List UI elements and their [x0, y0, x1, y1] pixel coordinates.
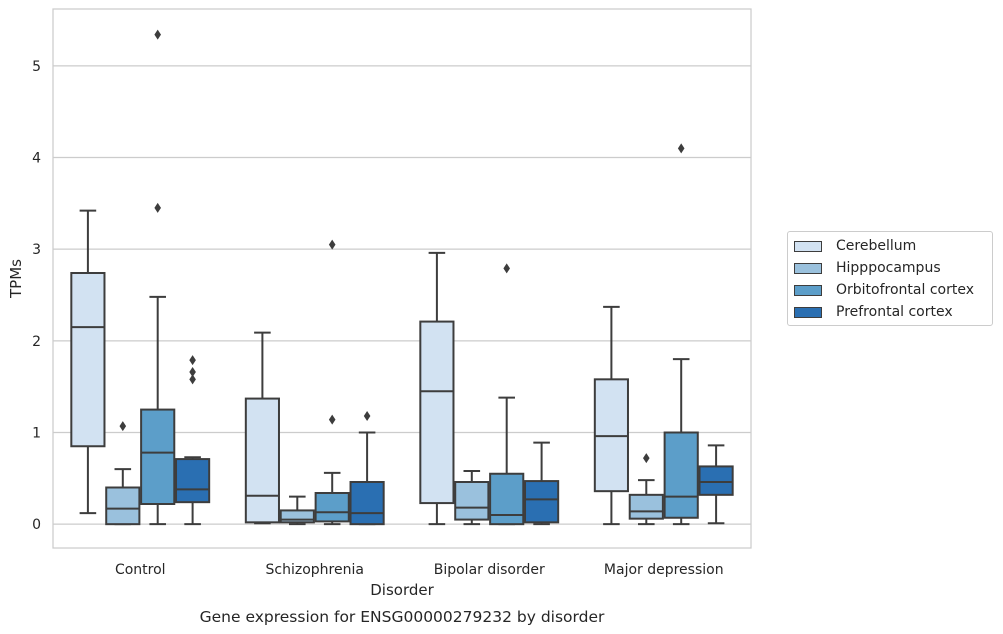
box-iqr: [314, 492, 350, 523]
box-iqr: [663, 431, 699, 519]
series-prefrontal-cortex: [175, 355, 734, 526]
legend-label: Orbitofrontal cortex: [836, 282, 974, 298]
legend-swatch-hippocampus: [794, 262, 822, 274]
outlier-point: [119, 421, 127, 432]
box: [244, 331, 280, 525]
box: [524, 441, 560, 526]
legend-label: Prefrontal cortex: [836, 304, 953, 320]
box: [349, 411, 385, 526]
legend-label: Hipppocampus: [836, 260, 941, 276]
box: [105, 421, 141, 526]
box-series: [70, 29, 734, 526]
outlier-point: [503, 263, 510, 274]
x-axis-ticks: Control Schizophrenia Bipolar disorder Majo…: [115, 562, 724, 578]
x-tick-label: Control: [115, 562, 166, 578]
outlier-point: [643, 453, 650, 464]
legend-item-orbitofrontal-cortex: Orbitofrontal cortex: [794, 281, 974, 299]
box: [489, 263, 525, 526]
legend-item-prefrontal-cortex: Prefrontal cortex: [794, 303, 953, 321]
box-iqr: [454, 481, 490, 521]
box-iqr: [140, 408, 176, 506]
outlier-point: [363, 411, 371, 421]
box-iqr: [489, 472, 525, 526]
box-iqr: [70, 272, 106, 448]
x-axis-label: Disorder: [370, 581, 434, 599]
series-orbitofrontal-cortex: [140, 29, 699, 526]
plot-area-frame: [52, 8, 752, 549]
box-iqr: [175, 458, 211, 504]
box-iqr: [419, 320, 455, 505]
chart-caption: Gene expression for ENSG00000279232 by d…: [200, 608, 605, 626]
y-axis-label: TPMs: [7, 259, 25, 299]
y-tick-label: 3: [32, 242, 41, 258]
box: [454, 470, 490, 526]
series-cerebellum: [70, 209, 629, 526]
outlier-point: [328, 239, 336, 250]
legend-swatch-orbitofrontal-cortex: [794, 284, 822, 296]
box: [279, 495, 315, 526]
outlier-point: [328, 414, 336, 425]
box-iqr: [524, 480, 560, 524]
box: [314, 239, 350, 526]
outlier-point: [677, 143, 685, 154]
y-tick-label: 4: [32, 151, 41, 167]
box: [628, 453, 664, 526]
x-tick-label: Major depression: [604, 562, 724, 578]
legend-swatch-cerebellum: [794, 240, 822, 252]
box: [140, 29, 176, 526]
box-iqr: [349, 481, 385, 526]
outlier-point: [189, 374, 196, 385]
outlier-point: [154, 29, 161, 40]
series-hipppocampus: [105, 421, 664, 526]
box-iqr: [105, 486, 141, 526]
legend-item-cerebellum: Cerebellum: [794, 237, 916, 255]
outlier-point: [189, 355, 196, 366]
y-tick-label: 0: [32, 517, 41, 533]
y-tick-label: 2: [32, 334, 41, 350]
box: [663, 143, 699, 526]
outlier-point: [189, 367, 196, 377]
box-iqr: [698, 465, 734, 496]
outlier-point: [154, 202, 161, 213]
y-tick-label: 5: [32, 59, 41, 75]
box: [175, 355, 211, 526]
y-axis-ticks: 0 1 2 3 4 5: [32, 59, 41, 533]
legend-swatch-prefrontal-cortex: [794, 306, 822, 318]
y-tick-label: 1: [32, 426, 41, 442]
box: [698, 444, 734, 525]
legend-label: Cerebellum: [836, 238, 917, 254]
x-tick-label: Schizophrenia: [266, 562, 364, 578]
box: [593, 305, 629, 526]
box: [70, 209, 106, 515]
legend-item-hippocampus: Hipppocampus: [794, 259, 941, 277]
x-tick-label: Bipolar disorder: [434, 562, 545, 578]
box-iqr: [279, 509, 315, 524]
legend: Cerebellum Hipppocampus Orbitofrontal co…: [787, 231, 993, 326]
box-iqr: [244, 397, 280, 524]
box-iqr: [628, 493, 664, 520]
box: [419, 251, 455, 526]
